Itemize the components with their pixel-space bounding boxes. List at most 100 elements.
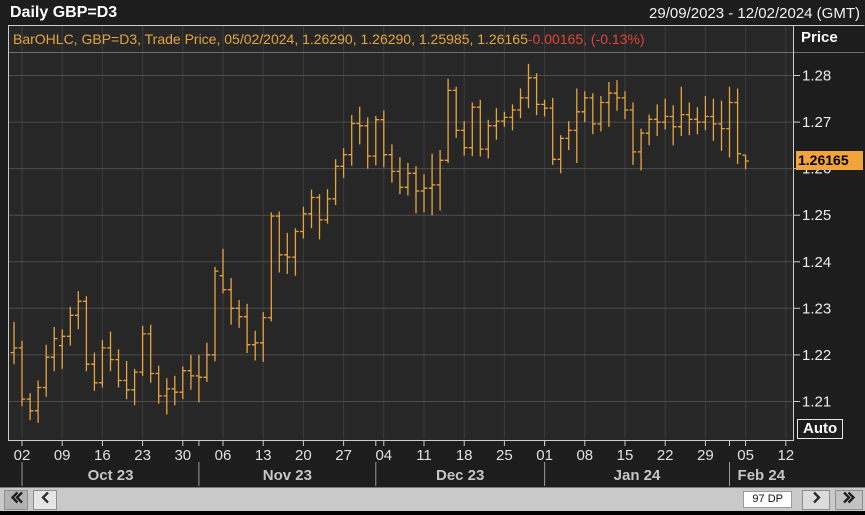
ohlc-bar bbox=[83, 296, 90, 372]
y-tick-label: 1.28 bbox=[802, 68, 831, 85]
x-tick-label: 05 bbox=[737, 447, 754, 464]
ohlc-bar bbox=[42, 344, 50, 397]
ohlc-bar bbox=[131, 368, 138, 406]
ohlc-bar bbox=[501, 111, 508, 127]
ohlc-bar bbox=[155, 365, 162, 404]
ohlc-bar bbox=[364, 117, 371, 169]
ohlc-bar bbox=[179, 366, 187, 400]
ohlc-bar bbox=[493, 108, 500, 140]
ohlc-bar bbox=[58, 329, 66, 369]
window-bottom-edge bbox=[0, 511, 865, 515]
ohlc-bar bbox=[605, 82, 613, 127]
ohlc-bar bbox=[541, 99, 548, 117]
month-axis: Oct 23 Nov 23 Dec 23 Jan 24 Feb 24 bbox=[21, 441, 786, 486]
x-tick-label: 18 bbox=[456, 447, 473, 464]
ohlc-bar bbox=[356, 106, 363, 145]
month-label: Jan 24 bbox=[614, 467, 661, 484]
ohlc-bar bbox=[388, 144, 396, 183]
scroll-first-button[interactable] bbox=[4, 489, 28, 510]
ohlc-chart[interactable]: 1.281.271.261.251.241.231.221.2102091623… bbox=[0, 0, 865, 487]
x-tick-label: 25 bbox=[496, 447, 513, 464]
ohlc-bar bbox=[243, 303, 251, 353]
y-tick-label: 1.23 bbox=[802, 300, 831, 317]
x-tick-label: 08 bbox=[576, 447, 593, 464]
ohlc-bar bbox=[284, 232, 291, 274]
ohlc-bar bbox=[637, 128, 645, 171]
ohlc-bar bbox=[123, 361, 130, 400]
double-chevron-left-icon bbox=[9, 491, 24, 509]
ohlc-bar bbox=[163, 378, 171, 415]
ohlc-bar bbox=[324, 189, 331, 224]
ohlc-bar bbox=[340, 148, 347, 178]
ohlc-bar bbox=[348, 115, 355, 166]
x-tick-label: 11 bbox=[416, 447, 432, 464]
chevron-left-icon bbox=[39, 491, 52, 509]
double-chevron-right-icon bbox=[842, 491, 857, 509]
ohlc-bar bbox=[581, 91, 589, 123]
ohlc-bar bbox=[300, 206, 307, 239]
x-tick-label: 27 bbox=[335, 447, 352, 464]
ohlc-bar bbox=[75, 291, 82, 330]
ohlc-bar bbox=[26, 393, 34, 421]
ohlc-bar bbox=[613, 80, 621, 111]
y-tick-label: 1.22 bbox=[802, 347, 831, 364]
y-tick-label: 1.25 bbox=[802, 207, 831, 224]
x-tick-label: 09 bbox=[54, 447, 71, 464]
ohlc-bar bbox=[645, 114, 653, 146]
ohlc-bar bbox=[436, 150, 444, 211]
page-title: Daily GBP=D3 bbox=[10, 4, 118, 21]
ohlc-bar bbox=[308, 189, 315, 229]
legend-net-change: -0.00165, (-0.13%) bbox=[527, 31, 645, 47]
ohlc-bar bbox=[195, 354, 203, 403]
ohlc-bar bbox=[115, 349, 122, 388]
scroll-forward-button[interactable] bbox=[802, 489, 830, 510]
ohlc-bar bbox=[268, 212, 275, 322]
time-scrollbar[interactable]: 97 DP bbox=[0, 487, 865, 511]
ohlc-bar bbox=[452, 86, 460, 138]
auto-scale-button[interactable]: Auto bbox=[797, 419, 844, 439]
ohlc-bar bbox=[412, 166, 420, 214]
scrollbar-track[interactable] bbox=[57, 488, 743, 511]
ohlc-bar bbox=[404, 163, 412, 196]
ohlc-bar bbox=[621, 91, 629, 120]
ohlc-bar bbox=[316, 194, 323, 240]
ohlc-bar bbox=[147, 324, 154, 383]
ohlc-bar bbox=[509, 104, 516, 131]
ohlc-bar bbox=[428, 153, 436, 216]
ohlc-bar bbox=[573, 88, 581, 163]
x-tick-label: 20 bbox=[295, 447, 312, 464]
ohlc-bar bbox=[549, 97, 556, 165]
chevron-right-icon bbox=[810, 491, 823, 509]
ohlc-bar bbox=[661, 98, 669, 130]
plot-area[interactable] bbox=[8, 25, 793, 440]
ohlc-bar bbox=[396, 157, 404, 195]
ohlc-bar bbox=[686, 102, 693, 136]
scroll-back-button[interactable] bbox=[33, 489, 57, 510]
datapoints-count-badge: 97 DP bbox=[743, 491, 792, 508]
ohlc-bar bbox=[139, 326, 146, 376]
ohlc-bar bbox=[251, 330, 259, 361]
ohlc-bar bbox=[565, 121, 572, 150]
y-tick-label: 1.24 bbox=[802, 254, 831, 271]
ohlc-bar bbox=[597, 96, 605, 132]
ohlc-bar bbox=[589, 93, 597, 135]
ohlc-bar bbox=[517, 88, 524, 119]
month-label: Dec 23 bbox=[436, 467, 484, 484]
ohlc-bar bbox=[669, 105, 677, 146]
ohlc-bar bbox=[18, 340, 26, 407]
x-tick-label: 04 bbox=[375, 447, 392, 464]
ohlc-bar bbox=[485, 119, 492, 159]
ohlc-bar bbox=[107, 331, 114, 372]
x-tick-label: 06 bbox=[215, 447, 232, 464]
ohlc-bar bbox=[67, 306, 74, 346]
time-axis: 02 09 16 23 30 06 13 20 27 04 11 18 25 01 08 15 22 29 05 12 bbox=[14, 441, 794, 464]
scroll-last-button[interactable] bbox=[835, 489, 863, 510]
ohlc-bar bbox=[557, 135, 564, 174]
ohlc-bar bbox=[742, 154, 749, 170]
ohlc-bar bbox=[203, 342, 211, 382]
month-label: Nov 23 bbox=[263, 467, 312, 484]
x-tick-label: 22 bbox=[657, 447, 674, 464]
ohlc-bar bbox=[372, 116, 380, 166]
price-axis-title: Price bbox=[801, 29, 838, 46]
ohlc-bar bbox=[444, 78, 452, 163]
